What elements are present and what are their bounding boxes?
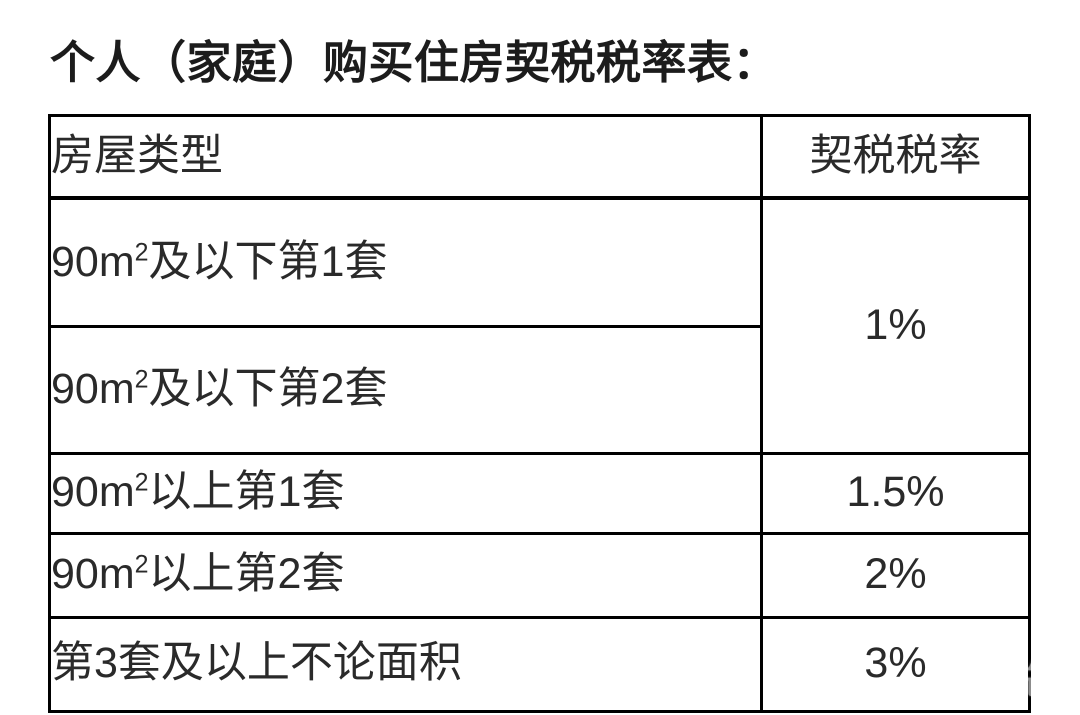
- column-header-house-type: 房屋类型: [48, 114, 763, 200]
- table-header-row: 房屋类型 契税税率: [48, 114, 1031, 200]
- house-type-text-suffix: 及以下第1套: [148, 237, 388, 286]
- house-type-text-prefix: 90m: [51, 550, 135, 599]
- house-type-text-prefix: 第3套及以上不论面积: [51, 639, 462, 688]
- superscript-square: 2: [134, 551, 149, 580]
- superscript-square: 2: [134, 238, 149, 267]
- superscript-square: 2: [134, 469, 149, 498]
- cell-tax-rate: 3%: [760, 615, 1031, 713]
- table-row: 90m2及以下第2套: [48, 324, 1030, 455]
- table-row: 90m2及以下第1套 1%: [48, 196, 1031, 455]
- house-type-text-prefix: 90m: [51, 237, 135, 286]
- cell-house-type: 90m2以上第2套: [48, 531, 763, 619]
- table-row: 90m2以上第1套 1.5%: [48, 451, 1031, 535]
- house-type-text-suffix: 及以下第2套: [148, 364, 388, 413]
- cell-tax-rate: 1.5%: [760, 451, 1031, 535]
- cell-house-type: 第3套及以上不论面积: [48, 615, 763, 713]
- tax-rate-table-container: 房屋类型 契税税率 90m2及以下第1套 1% 90m2及以下第2套: [48, 114, 1031, 713]
- page-title: 个人（家庭）购买住房契税税率表：: [50, 37, 779, 88]
- table-row: 第3套及以上不论面积 3%: [48, 615, 1031, 713]
- cell-house-type: 90m2及以下第1套: [48, 196, 763, 328]
- cell-house-type: 90m2以上第1套: [48, 451, 763, 535]
- table-row: 90m2以上第2套 2%: [48, 531, 1031, 619]
- tax-rate-table: 房屋类型 契税税率 90m2及以下第1套 1% 90m2及以下第2套: [48, 114, 1031, 713]
- superscript-square: 2: [134, 365, 149, 394]
- cell-tax-rate-merged: 1%: [760, 196, 1031, 455]
- column-header-deed-tax-rate: 契税税率: [760, 114, 1031, 200]
- house-type-text-prefix: 90m: [51, 364, 135, 413]
- house-type-text-prefix: 90m: [51, 468, 135, 517]
- house-type-text-suffix: 以上第2套: [148, 550, 345, 599]
- cell-tax-rate: 2%: [760, 531, 1031, 619]
- cell-house-type: 90m2及以下第2套: [48, 324, 763, 455]
- house-type-text-suffix: 以上第1套: [148, 468, 345, 517]
